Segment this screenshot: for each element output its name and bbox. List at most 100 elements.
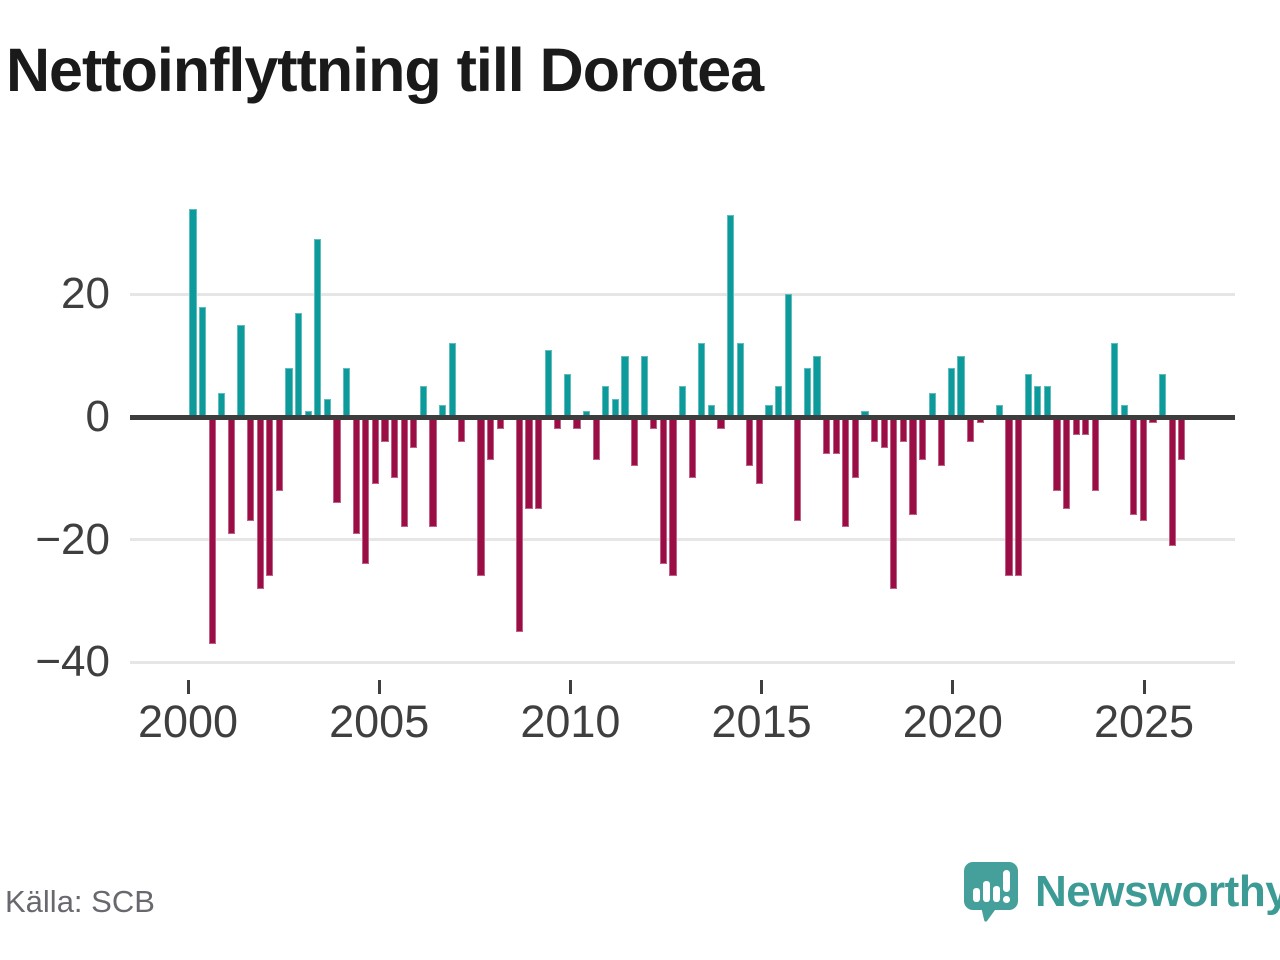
bar-2023-q1 bbox=[1072, 417, 1080, 436]
x-axis-tick bbox=[760, 680, 764, 694]
bar-2005-q2 bbox=[391, 417, 399, 479]
bar-2011-q2 bbox=[621, 355, 629, 417]
bar-2004-q2 bbox=[352, 417, 360, 534]
bar-2019-q4 bbox=[947, 368, 955, 417]
bar-2005-q4 bbox=[410, 417, 418, 448]
bar-2014-q3 bbox=[746, 417, 754, 466]
bar-2008-q4 bbox=[525, 417, 533, 509]
bar-2022-q3 bbox=[1053, 417, 1061, 491]
bar-2004-q1 bbox=[343, 368, 351, 417]
y-axis-label: 0 bbox=[85, 392, 110, 441]
bar-2018-q2 bbox=[890, 417, 898, 589]
bar-2002-q3 bbox=[285, 368, 293, 417]
bar-2019-q1 bbox=[919, 417, 927, 460]
bar-2014-q2 bbox=[736, 343, 744, 417]
bar-2016-q3 bbox=[823, 417, 831, 454]
bar-2013-q1 bbox=[688, 417, 696, 479]
bar-2024-q1 bbox=[1111, 343, 1119, 417]
x-axis-label: 2005 bbox=[329, 696, 430, 747]
y-axis-label: 20 bbox=[61, 269, 110, 319]
bar-2009-q1 bbox=[535, 417, 543, 509]
gridline bbox=[130, 538, 1235, 542]
bar-2002-q4 bbox=[295, 312, 303, 417]
bar-2000-q3 bbox=[208, 417, 216, 644]
bar-2001-q3 bbox=[247, 417, 255, 522]
gridline bbox=[130, 292, 1235, 296]
bar-2005-q3 bbox=[400, 417, 408, 528]
bar-2001-q1 bbox=[227, 417, 235, 534]
y-axis-label: −40 bbox=[35, 637, 110, 687]
bar-2003-q4 bbox=[333, 417, 341, 503]
bar-2023-q3 bbox=[1091, 417, 1099, 491]
bar-2007-q4 bbox=[487, 417, 495, 460]
gridline bbox=[130, 660, 1235, 664]
bar-2021-q2 bbox=[1005, 417, 1013, 577]
bar-2016-q1 bbox=[803, 368, 811, 417]
bar-2022-q1 bbox=[1034, 386, 1042, 417]
bar-2024-q4 bbox=[1139, 417, 1147, 522]
bar-2012-q4 bbox=[679, 386, 687, 417]
bar-2012-q3 bbox=[669, 417, 677, 577]
bar-2014-q4 bbox=[755, 417, 763, 485]
x-axis-label: 2015 bbox=[711, 696, 812, 747]
x-axis-label: 2025 bbox=[1093, 696, 1195, 747]
bar-2016-q4 bbox=[832, 417, 840, 454]
bar-2013-q2 bbox=[698, 343, 706, 417]
bar-2014-q1 bbox=[727, 214, 735, 417]
bar-2002-q1 bbox=[266, 417, 274, 577]
bar-2025-q3 bbox=[1168, 417, 1176, 546]
x-axis-label: 2020 bbox=[902, 696, 1003, 747]
bar-2022-q2 bbox=[1043, 386, 1051, 417]
bar-2006-q2 bbox=[429, 417, 437, 528]
x-axis-label: 2010 bbox=[520, 696, 621, 747]
bar-2002-q2 bbox=[275, 417, 283, 491]
bar-2000-q1 bbox=[189, 208, 197, 417]
source-text: Källa: SCB bbox=[5, 884, 155, 919]
bar-2011-q3 bbox=[631, 417, 639, 466]
bar-2015-q4 bbox=[794, 417, 802, 522]
x-axis-tick bbox=[186, 680, 190, 694]
x-axis-tick bbox=[951, 680, 955, 694]
bar-2019-q2 bbox=[928, 392, 936, 417]
bar-2007-q3 bbox=[477, 417, 485, 577]
bar-2010-q4 bbox=[602, 386, 610, 417]
bar-2006-q4 bbox=[448, 343, 456, 417]
x-axis-tick bbox=[377, 680, 381, 694]
x-axis-tick bbox=[568, 680, 572, 694]
bar-2009-q2 bbox=[544, 349, 552, 417]
bar-2017-q4 bbox=[871, 417, 879, 442]
bar-2009-q4 bbox=[563, 374, 571, 417]
bar-2011-q4 bbox=[640, 355, 648, 417]
bar-2003-q2 bbox=[314, 239, 322, 417]
bar-2005-q1 bbox=[381, 417, 389, 442]
bar-2022-q4 bbox=[1063, 417, 1071, 509]
page-title: Nettoinflyttning till Dorotea bbox=[6, 36, 764, 104]
bar-2021-q3 bbox=[1015, 417, 1023, 577]
bar-2007-q1 bbox=[458, 417, 466, 442]
bar-2017-q2 bbox=[851, 417, 859, 479]
bar-2019-q3 bbox=[938, 417, 946, 466]
bar-2023-q2 bbox=[1082, 417, 1090, 436]
x-axis-tick bbox=[1142, 680, 1146, 694]
bar-2006-q1 bbox=[419, 386, 427, 417]
x-axis-label: 2000 bbox=[137, 696, 239, 747]
newsworthy-logo-icon bbox=[964, 862, 1018, 922]
y-axis-label: −20 bbox=[35, 514, 110, 564]
bar-2010-q3 bbox=[592, 417, 600, 460]
bar-2012-q2 bbox=[659, 417, 667, 565]
bar-2018-q1 bbox=[880, 417, 888, 448]
newsworthy-wordmark: Newsworthy bbox=[1035, 867, 1280, 916]
bar-2025-q2 bbox=[1159, 374, 1167, 417]
bar-2004-q3 bbox=[362, 417, 370, 565]
bar-2025-q4 bbox=[1178, 417, 1186, 460]
bar-2015-q2 bbox=[775, 386, 783, 417]
zero-axis-line bbox=[130, 414, 1235, 420]
bar-2004-q4 bbox=[371, 417, 379, 485]
bar-2015-q3 bbox=[784, 294, 792, 417]
bar-2020-q1 bbox=[957, 355, 965, 417]
bar-2016-q2 bbox=[813, 355, 821, 417]
bar-2024-q3 bbox=[1130, 417, 1138, 516]
bar-2001-q2 bbox=[237, 325, 245, 418]
bar-2008-q3 bbox=[515, 417, 523, 632]
